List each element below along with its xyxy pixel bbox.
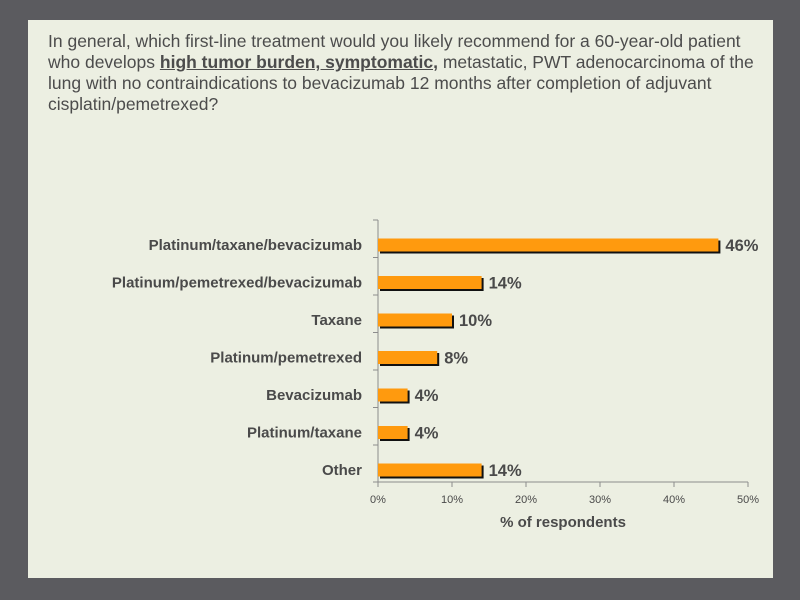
bar — [378, 351, 438, 364]
data-label: 4% — [415, 425, 439, 443]
data-label: 10% — [459, 312, 492, 330]
category-label: Other — [322, 462, 362, 479]
category-label: Platinum/taxane — [247, 425, 362, 442]
bar-chart: 0% 10% 20% 30% 40% 50% Platinum/taxane/bevaci… — [112, 219, 759, 531]
question-part-1: In general, which first-line treatment w… — [48, 31, 741, 72]
bar — [378, 238, 719, 252]
data-label: 8% — [444, 350, 468, 368]
bar — [378, 313, 452, 327]
chart-bars — [378, 238, 721, 479]
x-tick-label: 0% — [370, 494, 386, 506]
category-label: Bevacizumab — [266, 387, 362, 404]
slide: In general, which first-line treatment w… — [28, 20, 773, 578]
question-emphasis: high tumor burden, symptomatic, — [159, 52, 438, 72]
data-label: 4% — [415, 387, 439, 405]
category-label: Platinum/taxane/bevacizumab — [149, 237, 362, 254]
bar — [378, 388, 408, 402]
category-label: Platinum/pemetrexed — [210, 350, 362, 367]
bar — [378, 426, 408, 439]
data-label: 46% — [725, 237, 758, 255]
x-axis-title: % of respondents — [500, 514, 626, 531]
x-tick-label: 40% — [663, 494, 685, 506]
data-label: 14% — [489, 275, 522, 293]
category-label: Taxane — [311, 312, 362, 329]
chart-axes: 0% 10% 20% 30% 40% 50% — [370, 219, 759, 506]
question-part-2: metastatic, PWT adenocarcinoma of the lu… — [48, 52, 754, 114]
x-tick-label: 50% — [737, 494, 759, 506]
bar — [378, 276, 482, 289]
x-tick-label: 20% — [515, 494, 537, 506]
x-tick-label: 10% — [441, 494, 463, 506]
x-tick-label: 30% — [589, 494, 611, 506]
question-text: In general, which first-line treatment w… — [48, 31, 763, 115]
category-label: Platinum/pemetrexed/bevacizumab — [112, 275, 362, 292]
chart-labels: Platinum/taxane/bevacizumab 46% Platinum/p… — [112, 237, 759, 531]
bar — [378, 463, 482, 477]
data-label: 14% — [489, 462, 522, 480]
